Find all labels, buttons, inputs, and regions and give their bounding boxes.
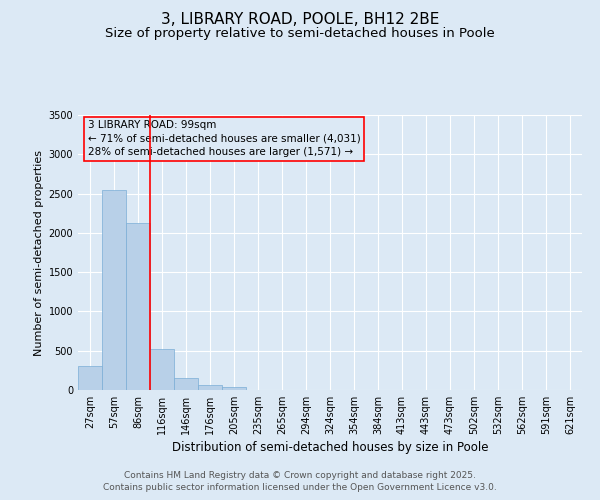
X-axis label: Distribution of semi-detached houses by size in Poole: Distribution of semi-detached houses by … xyxy=(172,441,488,454)
Bar xyxy=(150,349,174,390)
Bar xyxy=(78,366,102,390)
Bar xyxy=(222,387,246,390)
Text: Contains HM Land Registry data © Crown copyright and database right 2025.
Contai: Contains HM Land Registry data © Crown c… xyxy=(103,471,497,492)
Bar xyxy=(126,224,150,390)
Bar xyxy=(102,190,126,390)
Y-axis label: Number of semi-detached properties: Number of semi-detached properties xyxy=(34,150,44,356)
Text: Size of property relative to semi-detached houses in Poole: Size of property relative to semi-detach… xyxy=(105,28,495,40)
Bar xyxy=(198,385,222,390)
Text: 3 LIBRARY ROAD: 99sqm
← 71% of semi-detached houses are smaller (4,031)
28% of s: 3 LIBRARY ROAD: 99sqm ← 71% of semi-deta… xyxy=(88,120,361,157)
Bar xyxy=(174,378,198,390)
Text: 3, LIBRARY ROAD, POOLE, BH12 2BE: 3, LIBRARY ROAD, POOLE, BH12 2BE xyxy=(161,12,439,28)
